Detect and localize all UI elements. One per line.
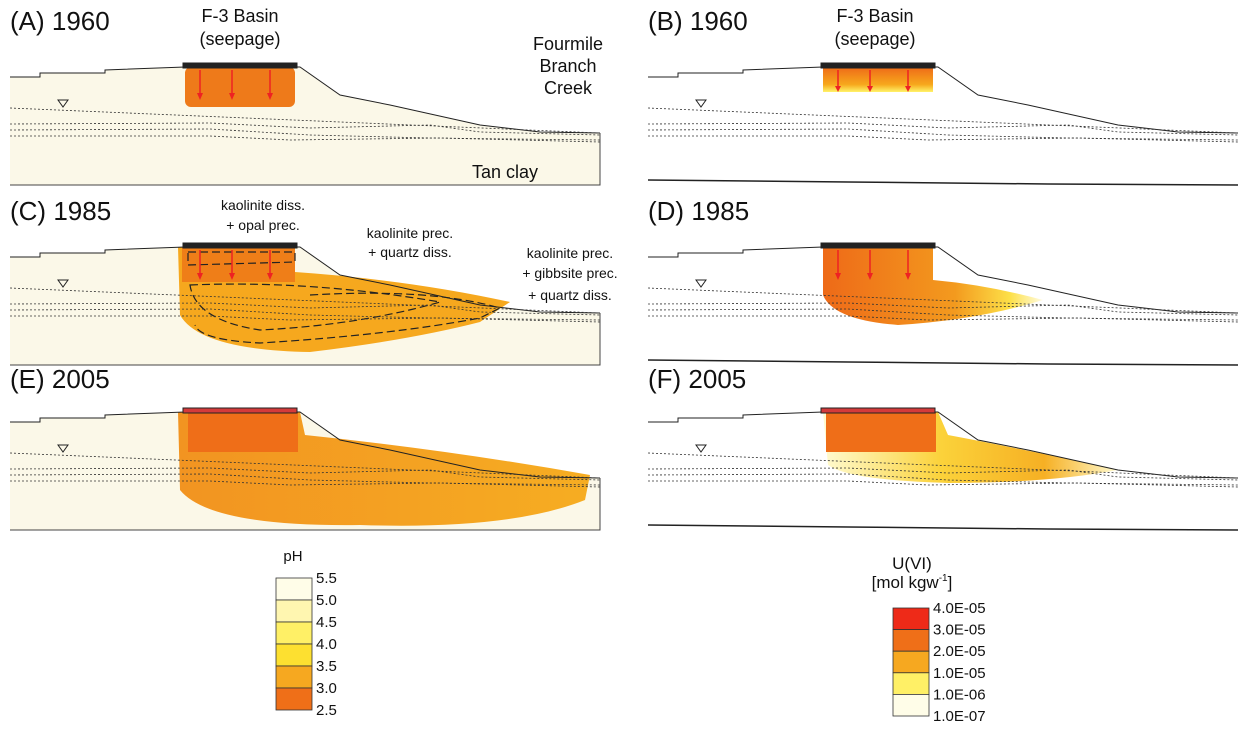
colorbar-label: 3.5 — [316, 658, 337, 675]
annotation: F-3 Basin — [201, 6, 278, 26]
colorbar-cell — [893, 608, 929, 630]
panel-label: (C) 1985 — [10, 196, 111, 226]
colorbar-cell — [276, 688, 312, 710]
colorbar-cell — [276, 666, 312, 688]
legend-title: pH — [283, 548, 302, 565]
annotation: kaolinite prec. — [527, 245, 613, 261]
panel-label: (A) 1960 — [10, 6, 110, 36]
annotation: F-3 Basin — [836, 6, 913, 26]
panel-label: (E) 2005 — [10, 364, 110, 394]
colorbar-cell — [276, 600, 312, 622]
colorbar-label: 4.0E-05 — [933, 600, 986, 617]
annotation: (seepage) — [199, 29, 280, 49]
basin — [821, 63, 935, 68]
colorbar-label: 4.5 — [316, 614, 337, 631]
plume — [188, 412, 298, 452]
basin — [821, 408, 935, 413]
colorbar-label: 4.0 — [316, 636, 337, 653]
unit-part: ] — [948, 573, 953, 592]
annotation: + quartz diss. — [368, 244, 452, 260]
plume — [826, 412, 936, 452]
plume — [185, 67, 295, 107]
colorbar-label: 2.0E-05 — [933, 643, 986, 660]
annotation: + quartz diss. — [528, 287, 612, 303]
basin — [183, 63, 297, 68]
cross-section — [10, 243, 600, 365]
annotation: Branch — [539, 56, 596, 76]
colorbar-label: 1.0E-06 — [933, 686, 986, 703]
colorbar-cell — [276, 644, 312, 666]
figure: (A) 1960 (B) 1960 (C) 1985 (D) 1985 (E) 2005… — [0, 0, 1241, 731]
colorbar-label: 2.5 — [316, 702, 337, 719]
colorbar-cell — [893, 694, 929, 716]
basin — [183, 243, 297, 248]
cross-section — [648, 243, 1238, 365]
unit-part: [mol kgw — [872, 573, 940, 592]
annotation: kaolinite prec. — [367, 225, 453, 241]
colorbar-label: 1.0E-07 — [933, 708, 986, 725]
annotation: kaolinite diss. — [221, 197, 305, 213]
annotation: Fourmile — [533, 34, 603, 54]
basin — [821, 243, 935, 248]
domain — [648, 67, 1238, 185]
annotation: Tan clay — [472, 162, 538, 182]
colorbar-label: 3.0 — [316, 680, 337, 697]
colorbar-label: 3.0E-05 — [933, 622, 986, 639]
panel-label: (D) 1985 — [648, 196, 749, 226]
colorbar-cell — [893, 630, 929, 652]
colorbar-label: 5.0 — [316, 592, 337, 609]
colorbar-label: 5.5 — [316, 570, 337, 587]
legend-title: U(VI) — [892, 554, 932, 573]
annotation: (seepage) — [834, 29, 915, 49]
colorbar-cell — [276, 578, 312, 600]
annotation: + opal prec. — [226, 217, 300, 233]
panel-label: (F) 2005 — [648, 364, 746, 394]
colorbar-cell — [893, 673, 929, 695]
colorbar-cell — [276, 622, 312, 644]
cross-section — [648, 408, 1238, 530]
cross-section — [10, 408, 600, 530]
basin — [183, 408, 297, 413]
colorbar-cell — [893, 651, 929, 673]
cross-section — [648, 63, 1238, 185]
annotation: Creek — [544, 78, 593, 98]
colorbar-label: 1.0E-05 — [933, 665, 986, 682]
legend-unit: [mol kgw-1] — [872, 573, 953, 592]
annotation: + gibbsite prec. — [522, 265, 617, 281]
panel-label: (B) 1960 — [648, 6, 748, 36]
